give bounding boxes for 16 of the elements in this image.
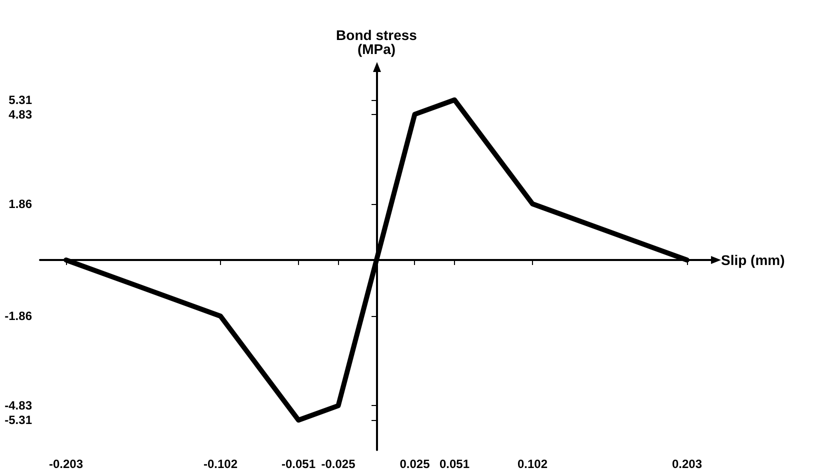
- y-tick-label: -1.86: [4, 309, 32, 324]
- y-axis-title: Bond stress (MPa): [336, 27, 418, 57]
- y-tick-label: 5.31: [8, 92, 32, 107]
- x-tick-label: -0.102: [203, 457, 238, 471]
- x-tick-label: 0.203: [672, 457, 702, 471]
- y-tick-label: -5.31: [4, 413, 32, 428]
- x-tick-label: -0.025: [321, 457, 356, 471]
- y-tick-label: 4.83: [8, 107, 32, 122]
- y-tick-label: 1.86: [8, 196, 32, 211]
- y-tick-label: -4.83: [4, 398, 32, 413]
- x-tick-label: 0.102: [518, 457, 548, 471]
- x-tick-label: 0.025: [400, 457, 430, 471]
- x-tick-label: 0.051: [439, 457, 470, 471]
- x-tick-label: -0.051: [281, 457, 316, 471]
- x-axis-title: Slip (mm): [721, 252, 785, 268]
- x-tick-label: -0.203: [48, 457, 84, 471]
